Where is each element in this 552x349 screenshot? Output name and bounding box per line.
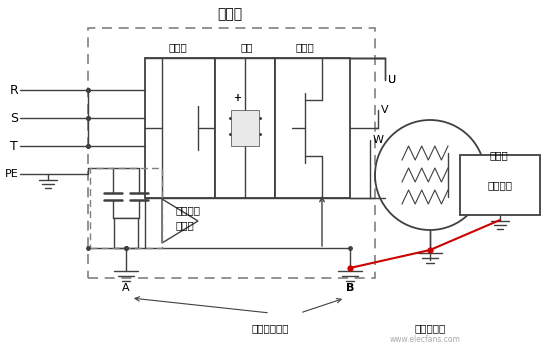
Text: +: + — [233, 93, 241, 103]
Text: V: V — [381, 105, 389, 115]
Text: 滤波器: 滤波器 — [175, 220, 194, 230]
Text: 电容: 电容 — [241, 42, 253, 52]
Text: R: R — [9, 83, 18, 97]
Bar — [231, 110, 259, 146]
Text: 感应浪涌: 感应浪涌 — [175, 205, 200, 215]
Text: U: U — [388, 75, 396, 85]
Text: W: W — [373, 135, 384, 145]
Bar — [114, 218, 138, 248]
Text: 机械设备: 机械设备 — [487, 180, 512, 190]
Bar — [460, 155, 540, 215]
Text: PE: PE — [5, 169, 19, 179]
Text: T: T — [10, 140, 18, 153]
Text: 变频器: 变频器 — [217, 7, 242, 21]
Bar — [145, 58, 215, 198]
Text: +: + — [233, 93, 241, 103]
Text: 整流桥: 整流桥 — [168, 42, 187, 52]
Text: www.elecfans.com: www.elecfans.com — [390, 335, 461, 344]
Text: B: B — [346, 283, 354, 293]
Text: 电机接地端: 电机接地端 — [415, 323, 445, 333]
Bar — [275, 58, 350, 198]
Text: 逆变桥: 逆变桥 — [296, 42, 315, 52]
Text: 电动机: 电动机 — [490, 150, 509, 160]
Text: S: S — [10, 111, 18, 125]
Text: 变频器接地端: 变频器接地端 — [251, 323, 289, 333]
Text: U: U — [388, 75, 396, 85]
Text: A: A — [122, 283, 130, 293]
Bar — [215, 58, 275, 198]
